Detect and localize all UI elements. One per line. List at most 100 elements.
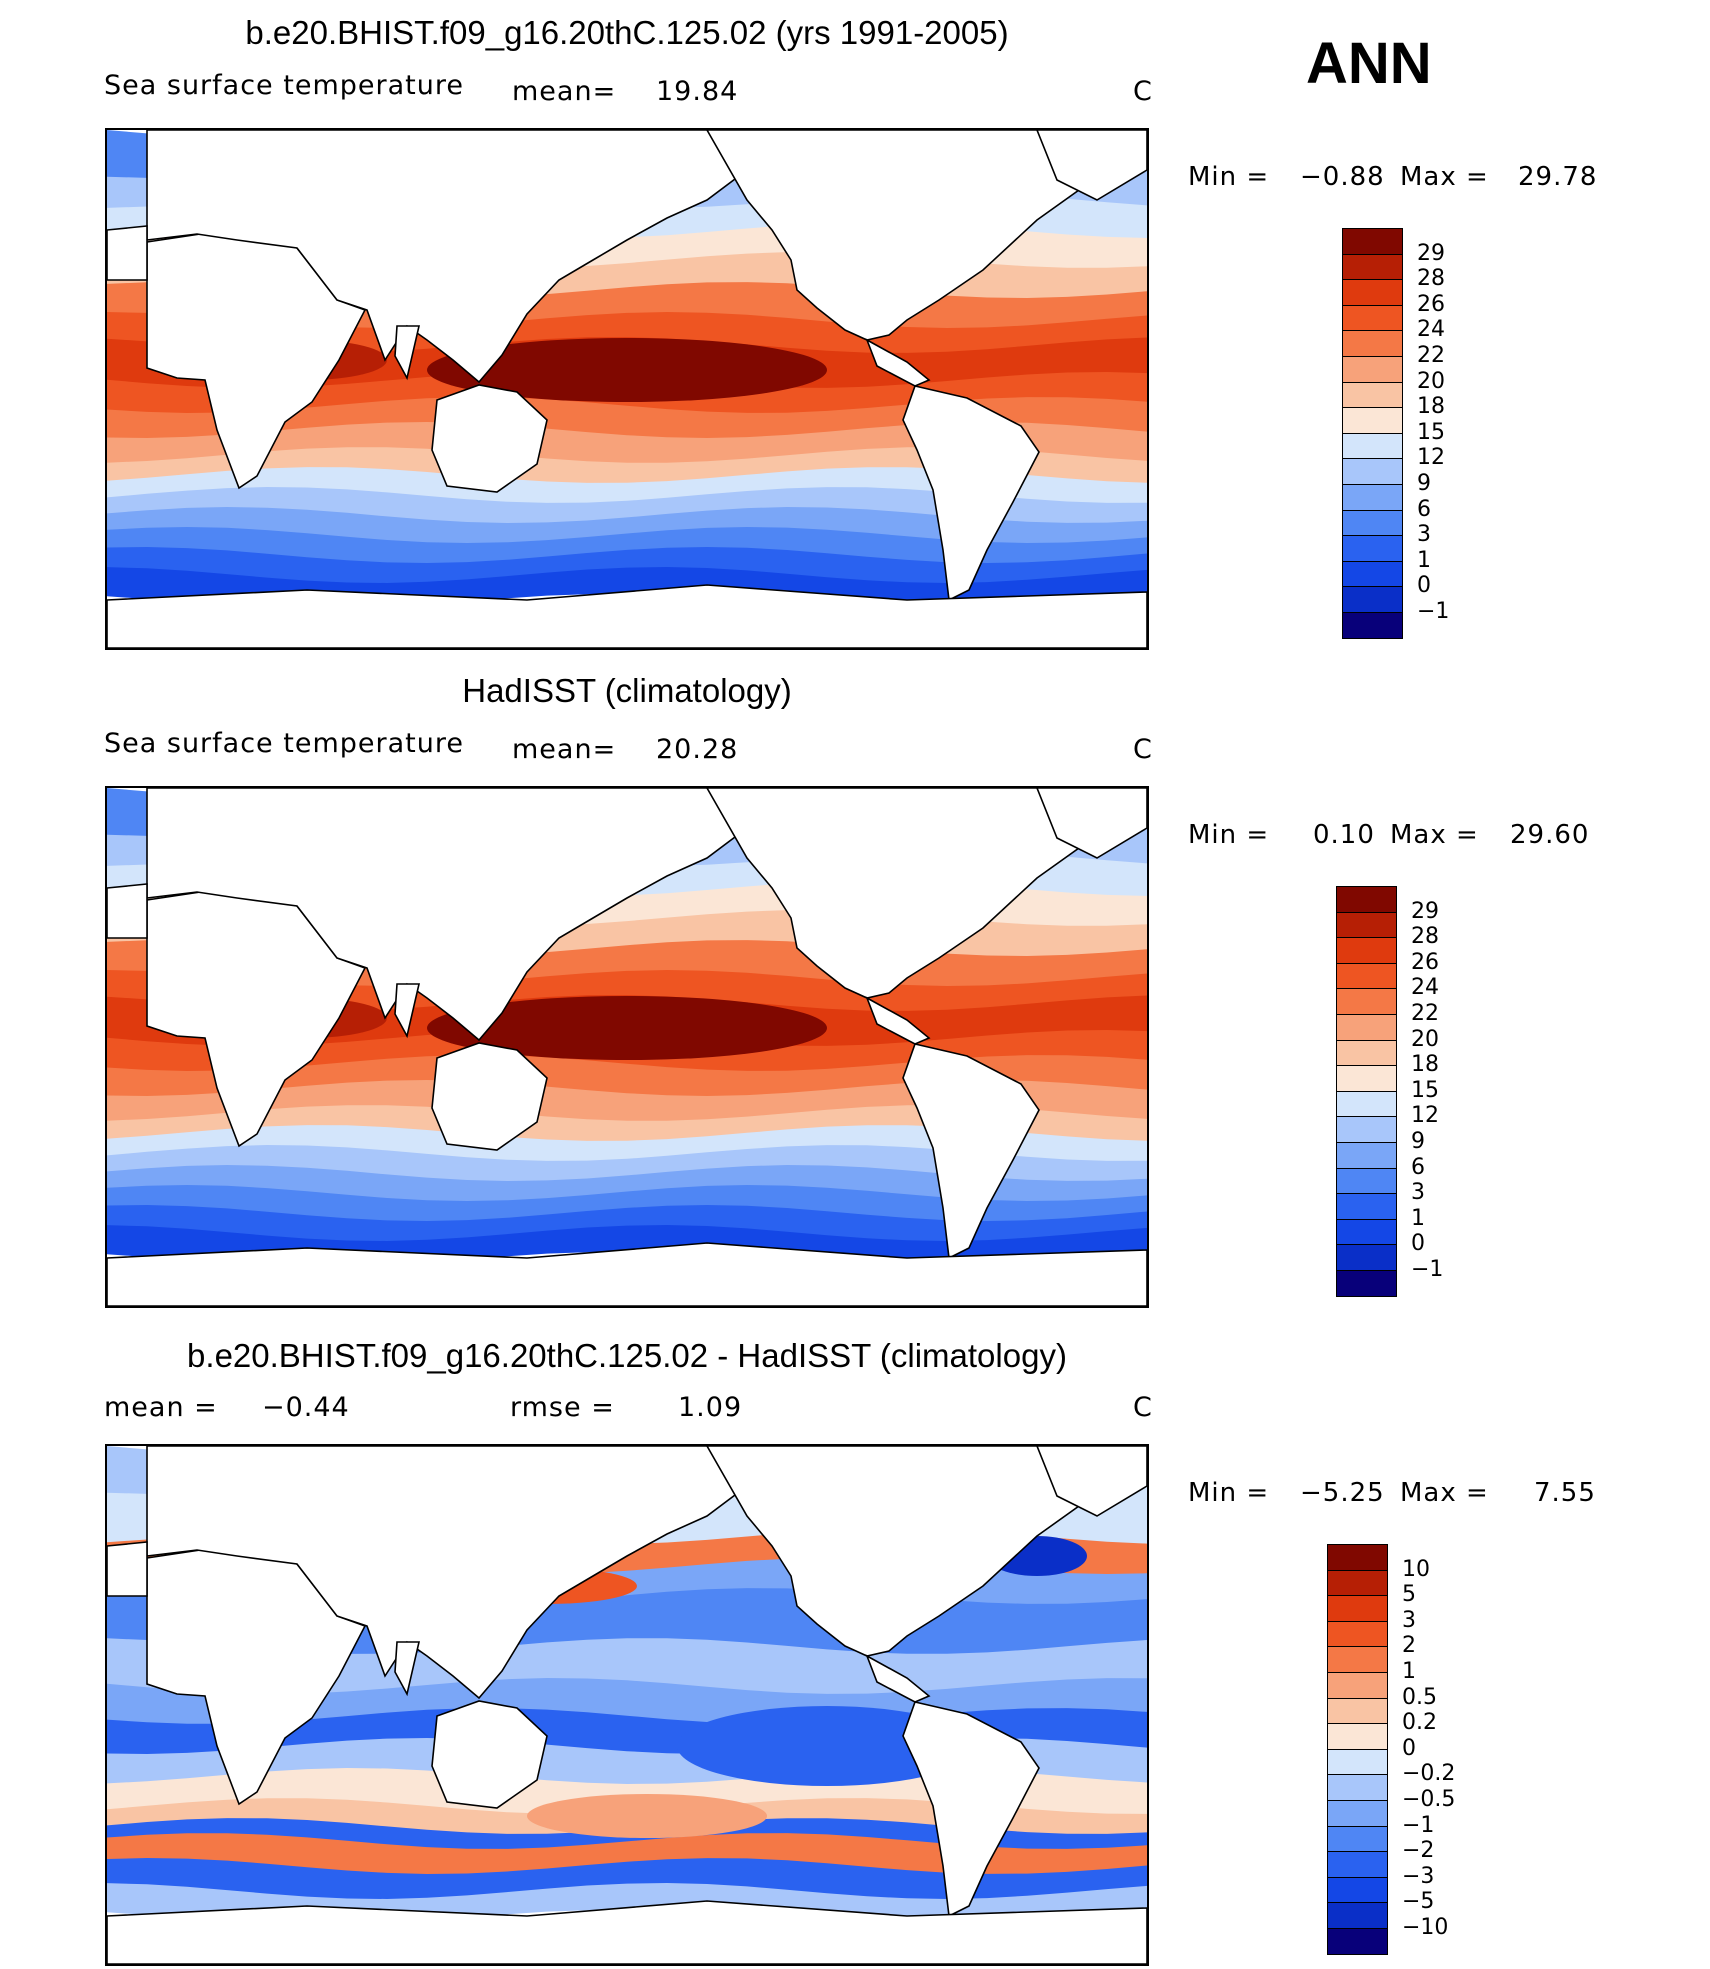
colorbar-swatch — [1336, 988, 1397, 1016]
panel-1-units: C — [1133, 76, 1153, 107]
colorbar-swatch — [1336, 1090, 1397, 1118]
contour-band — [107, 1125, 1147, 1163]
contour-band — [107, 422, 1147, 465]
colorbar-swatch — [1342, 432, 1403, 460]
contour-band — [107, 1185, 1147, 1223]
colorbar-swatch — [1342, 458, 1403, 486]
panel-1-map — [105, 128, 1149, 650]
colorbar-swatch — [1336, 1270, 1397, 1298]
panel-2-mean-label: mean= — [512, 734, 617, 765]
coastline — [865, 1654, 931, 1703]
colorbar-tick-label: 24 — [1417, 317, 1445, 343]
colorbar-swatch — [1342, 484, 1403, 512]
panel-2-units: C — [1133, 734, 1153, 765]
panel-2-mean-value: 20.28 — [656, 734, 739, 765]
panel-2-max-value: 29.60 — [1510, 820, 1590, 850]
colorbar-swatch — [1327, 1876, 1388, 1904]
panel-3-min-label: Min = — [1188, 1478, 1270, 1508]
contour-band — [107, 312, 1147, 355]
coastline — [146, 788, 749, 1042]
colorbar-tick-label: 29 — [1417, 240, 1445, 266]
coastline — [431, 1700, 548, 1809]
colorbar-swatch — [1327, 1723, 1388, 1751]
contour-band — [107, 547, 1147, 585]
panel-1-mean-label: mean= — [512, 76, 617, 107]
contour-band — [107, 1105, 1147, 1143]
colorbar-swatch — [1342, 304, 1403, 332]
colorbar-tick-label: 0.2 — [1402, 1710, 1437, 1736]
panel-3-title: b.e20.BHIST.f09_g16.20thC.125.02 - HadIS… — [187, 1337, 1067, 1374]
colorbar-tick-label: 12 — [1417, 445, 1445, 471]
coastline — [107, 1900, 1147, 1964]
coastline — [431, 384, 548, 493]
panel-1-max-label: Max = — [1400, 162, 1489, 192]
colorbar-tick-label: 15 — [1411, 1077, 1439, 1103]
panel-1-min-value: −0.88 — [1300, 162, 1385, 192]
land — [107, 1446, 1147, 1964]
colorbar-tick-label: 3 — [1402, 1607, 1416, 1633]
colorbar-tick-label: 3 — [1417, 522, 1431, 548]
colorbar-tick-label: −5 — [1402, 1889, 1435, 1915]
colorbar-tick-label: 0.5 — [1402, 1684, 1437, 1710]
colorbar-tick-label: 10 — [1402, 1556, 1430, 1582]
panel-2-variable: Sea surface temperature — [104, 728, 464, 759]
panel-2-title: HadISST (climatology) — [462, 672, 792, 709]
colorbar-swatch — [1336, 1014, 1397, 1042]
season-label: ANN — [1306, 31, 1432, 96]
colorbar-tick-label: 24 — [1411, 975, 1439, 1001]
colorbar-swatch — [1342, 253, 1403, 281]
colorbar-tick-label: 26 — [1417, 291, 1445, 317]
land — [107, 130, 1147, 648]
contour-band — [107, 970, 1147, 1013]
colorbar-swatch — [1342, 407, 1403, 435]
colorbar-tick-label: −1 — [1417, 599, 1450, 624]
colorbar-tick-label: 6 — [1411, 1154, 1425, 1180]
coastline — [865, 996, 931, 1045]
colorbar-swatch — [1327, 1825, 1388, 1853]
panel-3-min-value: −5.25 — [1300, 1478, 1385, 1508]
colorbar-tick-label: 1 — [1417, 547, 1431, 573]
south-pacific-warm — [527, 1794, 767, 1838]
panel-3-max-label: Max = — [1400, 1478, 1489, 1508]
colorbar-swatch — [1327, 1646, 1388, 1674]
colorbar-tick-label: 2 — [1402, 1633, 1416, 1659]
contour-band — [107, 397, 1147, 440]
coastline — [146, 130, 749, 384]
colorbar-swatch — [1342, 356, 1403, 384]
colorbar-tick-label: 22 — [1417, 343, 1445, 368]
colorbar-swatch — [1327, 1748, 1388, 1776]
coastline — [107, 1242, 1147, 1306]
colorbar-swatch — [1336, 1218, 1397, 1246]
colorbar-swatch — [1336, 1142, 1397, 1170]
colorbar-swatch — [1327, 1697, 1388, 1725]
panel-2-max-label: Max = — [1390, 820, 1479, 850]
panel-3-mean-value: −0.44 — [262, 1392, 350, 1423]
colorbar-swatch — [1327, 1902, 1388, 1930]
colorbar-tick-label: −1 — [1411, 1257, 1444, 1282]
colorbar-tick-label: 3 — [1411, 1180, 1425, 1206]
colorbar-swatch — [1342, 381, 1403, 409]
coastline — [706, 130, 1109, 341]
colorbar-swatch — [1342, 586, 1403, 614]
coastline — [107, 225, 148, 281]
colorbar-swatch — [1336, 937, 1397, 965]
contour-band — [107, 527, 1147, 565]
colorbar-swatch — [1342, 330, 1403, 358]
colorbar-swatch — [1342, 612, 1403, 640]
coastline — [902, 1701, 1040, 1918]
contour-band — [107, 1055, 1147, 1098]
colorbar-tick-label: −1 — [1402, 1812, 1435, 1838]
colorbar-swatch — [1327, 1569, 1388, 1597]
colorbar-swatch — [1327, 1928, 1388, 1956]
contour-band — [107, 467, 1147, 505]
colorbar-swatch — [1327, 1620, 1388, 1648]
colorbar-tick-label: 1 — [1411, 1205, 1425, 1231]
panel-1-min-label: Min = — [1188, 162, 1270, 192]
colorbar-swatch — [1336, 911, 1397, 939]
colorbar-swatch — [1342, 535, 1403, 563]
colorbar-swatch — [1336, 1065, 1397, 1093]
colorbar-tick-label: 20 — [1411, 1026, 1439, 1052]
coastline — [394, 983, 421, 1039]
colorbar-swatch — [1327, 1774, 1388, 1802]
colorbar-swatch — [1327, 1672, 1388, 1700]
